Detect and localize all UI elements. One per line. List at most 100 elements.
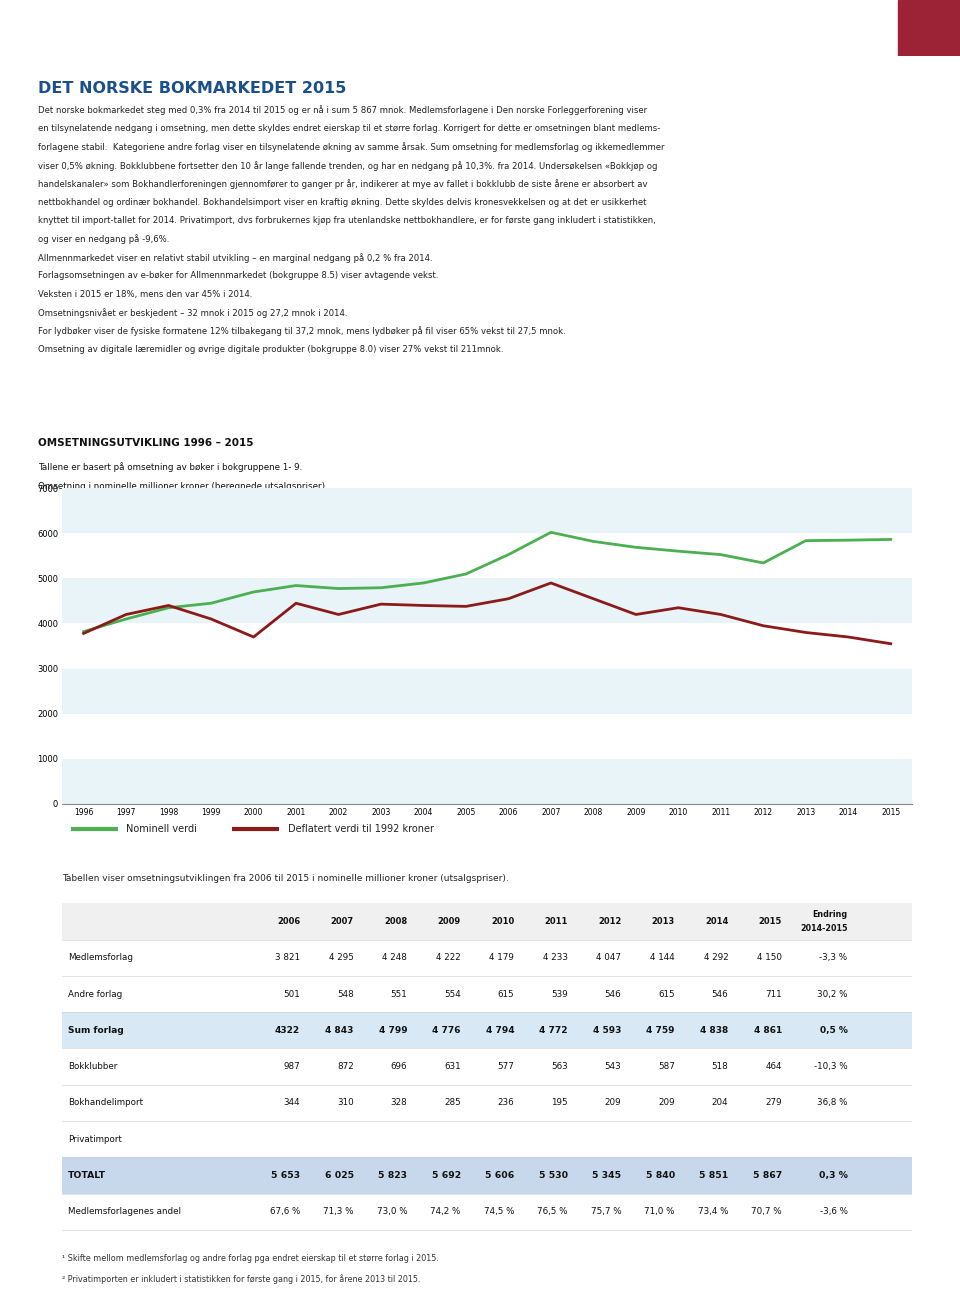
Text: 75,7 %: 75,7 % bbox=[590, 1207, 621, 1216]
Text: 615: 615 bbox=[497, 990, 515, 999]
Text: 36,8 %: 36,8 % bbox=[817, 1099, 848, 1107]
Text: 3 821: 3 821 bbox=[276, 953, 300, 962]
Text: Forlagsomsetningen av e-bøker for Allmennmarkedet (bokgruppe 8.5) viser avtagend: Forlagsomsetningen av e-bøker for Allmen… bbox=[38, 272, 439, 280]
Text: 30,2 %: 30,2 % bbox=[817, 990, 848, 999]
Text: 2014: 2014 bbox=[705, 916, 729, 926]
Bar bbox=[62, 759, 912, 804]
Text: 5 653: 5 653 bbox=[271, 1171, 300, 1180]
Bar bbox=[62, 668, 912, 713]
Text: 2007: 2007 bbox=[330, 916, 353, 926]
Text: 71,3 %: 71,3 % bbox=[324, 1207, 353, 1216]
Text: 5 840: 5 840 bbox=[645, 1171, 675, 1180]
Text: 548: 548 bbox=[337, 990, 353, 999]
Text: 4 759: 4 759 bbox=[646, 1025, 675, 1035]
Text: TOTALT: TOTALT bbox=[68, 1171, 107, 1180]
Bar bbox=[62, 579, 912, 624]
Bar bbox=[62, 1085, 912, 1121]
Text: Medlemsforlagenes andel: Medlemsforlagenes andel bbox=[68, 1207, 181, 1216]
Text: 4 861: 4 861 bbox=[754, 1025, 781, 1035]
Text: 195: 195 bbox=[551, 1099, 567, 1107]
Text: 2014-2015: 2014-2015 bbox=[800, 924, 848, 934]
Text: 05: 05 bbox=[893, 1293, 907, 1304]
Text: 518: 518 bbox=[711, 1062, 729, 1071]
Bar bbox=[62, 940, 912, 976]
Bar bbox=[62, 1121, 912, 1157]
Text: Tallene er basert på omsetning av bøker i bokgruppene 1- 9.: Tallene er basert på omsetning av bøker … bbox=[38, 462, 302, 471]
Text: 563: 563 bbox=[551, 1062, 567, 1071]
Text: 2012: 2012 bbox=[598, 916, 621, 926]
Text: 501: 501 bbox=[283, 990, 300, 999]
Text: 5 530: 5 530 bbox=[539, 1171, 567, 1180]
Text: 4 843: 4 843 bbox=[325, 1025, 353, 1035]
Text: 554: 554 bbox=[444, 990, 461, 999]
Text: 2008: 2008 bbox=[384, 916, 407, 926]
Text: 546: 546 bbox=[711, 990, 729, 999]
Bar bbox=[62, 976, 912, 1012]
Text: 71,0 %: 71,0 % bbox=[644, 1207, 675, 1216]
Text: 4 292: 4 292 bbox=[704, 953, 729, 962]
Text: forlagene stabil.  Kategoriene andre forlag viser en tilsynelatende økning av sa: forlagene stabil. Kategoriene andre forl… bbox=[38, 142, 665, 152]
Text: 74,5 %: 74,5 % bbox=[484, 1207, 515, 1216]
Text: Omsetningsnivået er beskjedent – 32 mnok i 2015 og 27,2 mnok i 2014.: Omsetningsnivået er beskjedent – 32 mnok… bbox=[38, 309, 348, 318]
Text: og viser en nedgang på -9,6%.: og viser en nedgang på -9,6%. bbox=[38, 235, 170, 244]
Text: Andre forlag: Andre forlag bbox=[68, 990, 122, 999]
Bar bbox=[62, 488, 912, 533]
Text: 74,2 %: 74,2 % bbox=[430, 1207, 461, 1216]
Text: 4 772: 4 772 bbox=[540, 1025, 567, 1035]
Text: 539: 539 bbox=[551, 990, 567, 999]
Text: 5 851: 5 851 bbox=[699, 1171, 729, 1180]
Text: 5 823: 5 823 bbox=[378, 1171, 407, 1180]
Text: viser 0,5% økning. Bokklubbene fortsetter den 10 år lange fallende trenden, og h: viser 0,5% økning. Bokklubbene fortsette… bbox=[38, 160, 658, 171]
Text: 70,7 %: 70,7 % bbox=[752, 1207, 781, 1216]
Text: 696: 696 bbox=[391, 1062, 407, 1071]
Bar bbox=[62, 713, 912, 759]
Text: 4 248: 4 248 bbox=[382, 953, 407, 962]
Text: 4 295: 4 295 bbox=[329, 953, 353, 962]
Text: 279: 279 bbox=[765, 1099, 781, 1107]
Text: ² Privatimporten er inkludert i statistikken for første gang i 2015, for årene 2: ² Privatimporten er inkludert i statisti… bbox=[62, 1274, 420, 1284]
Text: 2011: 2011 bbox=[544, 916, 567, 926]
Text: 0,3 %: 0,3 % bbox=[819, 1171, 848, 1180]
Text: 204: 204 bbox=[711, 1099, 729, 1107]
Text: 2009: 2009 bbox=[438, 916, 461, 926]
Text: 67,6 %: 67,6 % bbox=[270, 1207, 300, 1216]
Text: -10,3 %: -10,3 % bbox=[814, 1062, 848, 1071]
Text: Nominell verdi: Nominell verdi bbox=[126, 823, 197, 834]
Text: 546: 546 bbox=[605, 990, 621, 999]
Text: 4 144: 4 144 bbox=[650, 953, 675, 962]
Text: 551: 551 bbox=[391, 990, 407, 999]
Text: 543: 543 bbox=[605, 1062, 621, 1071]
Text: 209: 209 bbox=[659, 1099, 675, 1107]
Text: Omsetning av digitale læremidler og øvrige digitale produkter (bokgruppe 8.0) vi: Omsetning av digitale læremidler og øvri… bbox=[38, 345, 504, 355]
Text: nettbokhandel og ordinær bokhandel. Bokhandelsimport viser en kraftig økning. De: nettbokhandel og ordinær bokhandel. Bokh… bbox=[38, 197, 647, 206]
Text: 5 692: 5 692 bbox=[432, 1171, 461, 1180]
Text: 4 799: 4 799 bbox=[378, 1025, 407, 1035]
Text: 872: 872 bbox=[337, 1062, 353, 1071]
Text: 4 838: 4 838 bbox=[700, 1025, 729, 1035]
Text: 310: 310 bbox=[337, 1099, 353, 1107]
Text: Sum forlag: Sum forlag bbox=[68, 1025, 124, 1035]
Text: OMSETNINGSUTVIKLING 1996 – 2015: OMSETNINGSUTVIKLING 1996 – 2015 bbox=[38, 439, 253, 448]
Text: 209: 209 bbox=[605, 1099, 621, 1107]
Bar bbox=[62, 1194, 912, 1230]
Text: 73,0 %: 73,0 % bbox=[376, 1207, 407, 1216]
Text: 328: 328 bbox=[391, 1099, 407, 1107]
Text: 4 593: 4 593 bbox=[593, 1025, 621, 1035]
Text: 5 345: 5 345 bbox=[592, 1171, 621, 1180]
Text: 4 794: 4 794 bbox=[486, 1025, 515, 1035]
Text: 711: 711 bbox=[765, 990, 781, 999]
Bar bbox=[62, 1012, 912, 1049]
Text: ¹ Skifte mellom medlemsforlag og andre forlag pga endret eierskap til et større : ¹ Skifte mellom medlemsforlag og andre f… bbox=[62, 1254, 440, 1263]
Text: 285: 285 bbox=[444, 1099, 461, 1107]
Text: 987: 987 bbox=[283, 1062, 300, 1071]
Bar bbox=[62, 624, 912, 668]
Text: 2015: 2015 bbox=[758, 916, 781, 926]
Text: BRANSJESTATISTIKK  ◆  TOTALMARKEDET: BRANSJESTATISTIKK ◆ TOTALMARKEDET bbox=[340, 22, 614, 34]
Bar bbox=[898, 0, 960, 56]
Text: 4322: 4322 bbox=[275, 1025, 300, 1035]
Text: 5 867: 5 867 bbox=[753, 1171, 781, 1180]
Text: en tilsynelatende nedgang i omsetning, men dette skyldes endret eierskap til et : en tilsynelatende nedgang i omsetning, m… bbox=[38, 123, 660, 133]
Text: Deflatert verdi til 1992 kroner: Deflatert verdi til 1992 kroner bbox=[288, 823, 434, 834]
Text: 236: 236 bbox=[497, 1099, 515, 1107]
Text: Bokhandelimport: Bokhandelimport bbox=[68, 1099, 143, 1107]
